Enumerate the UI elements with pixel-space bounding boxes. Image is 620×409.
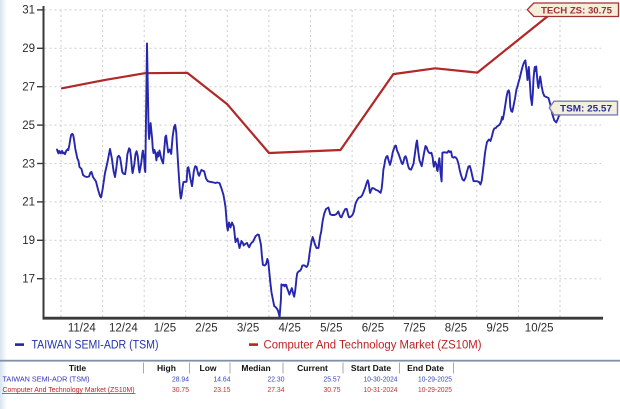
svg-text:10-31-2024: 10-31-2024: [364, 385, 398, 394]
svg-text:10/25: 10/25: [525, 323, 554, 335]
svg-text:30.75: 30.75: [172, 385, 189, 394]
svg-text:3/25: 3/25: [237, 323, 259, 335]
svg-text:End Date: End Date: [407, 363, 444, 373]
svg-text:21: 21: [22, 197, 35, 209]
svg-text:2/25: 2/25: [195, 323, 217, 335]
svg-text:8/25: 8/25: [445, 323, 467, 335]
svg-text:7/25: 7/25: [403, 323, 425, 335]
svg-text:6/25: 6/25: [362, 323, 384, 335]
svg-text:12/24: 12/24: [109, 323, 138, 335]
svg-text:25.57: 25.57: [324, 374, 341, 383]
svg-text:10-29-2025: 10-29-2025: [418, 385, 452, 394]
svg-text:23: 23: [22, 158, 35, 170]
svg-text:11/24: 11/24: [68, 323, 97, 335]
svg-text:9/25: 9/25: [486, 323, 508, 335]
svg-text:29: 29: [22, 43, 35, 55]
svg-text:TAIWAN SEMI-ADR (TSM): TAIWAN SEMI-ADR (TSM): [3, 374, 90, 383]
svg-text:27: 27: [22, 82, 35, 94]
svg-text:Start Date: Start Date: [351, 363, 391, 373]
svg-text:10-29-2025: 10-29-2025: [418, 374, 452, 383]
svg-text:28.94: 28.94: [172, 374, 189, 383]
svg-text:14.64: 14.64: [214, 374, 231, 383]
svg-text:Computer And Technology Market: Computer And Technology Market (ZS10M): [264, 339, 482, 351]
svg-text:Title: Title: [69, 363, 87, 373]
svg-text:1/25: 1/25: [154, 323, 176, 335]
svg-text:TAIWAN SEMI-ADR (TSM): TAIWAN SEMI-ADR (TSM): [32, 339, 159, 351]
svg-text:19: 19: [22, 235, 35, 247]
svg-text:Computer And Technology Market: Computer And Technology Market (ZS10M): [3, 385, 135, 394]
svg-text:TECH ZS: 30.75: TECH ZS: 30.75: [541, 5, 613, 16]
svg-text:27.34: 27.34: [268, 385, 285, 394]
svg-text:22.30: 22.30: [268, 374, 285, 383]
svg-text:23.15: 23.15: [214, 385, 231, 394]
svg-text:Median: Median: [241, 363, 270, 373]
svg-text:17: 17: [22, 274, 35, 286]
svg-text:25: 25: [22, 120, 35, 132]
svg-text:High: High: [157, 363, 176, 373]
svg-text:31: 31: [22, 5, 35, 17]
svg-text:5/25: 5/25: [320, 323, 342, 335]
svg-text:TSM: 25.57: TSM: 25.57: [560, 104, 612, 115]
svg-text:Current: Current: [297, 363, 328, 373]
svg-text:30.75: 30.75: [324, 385, 341, 394]
svg-text:Low: Low: [200, 363, 217, 373]
svg-text:4/25: 4/25: [279, 323, 301, 335]
svg-text:10-30-2024: 10-30-2024: [364, 374, 398, 383]
